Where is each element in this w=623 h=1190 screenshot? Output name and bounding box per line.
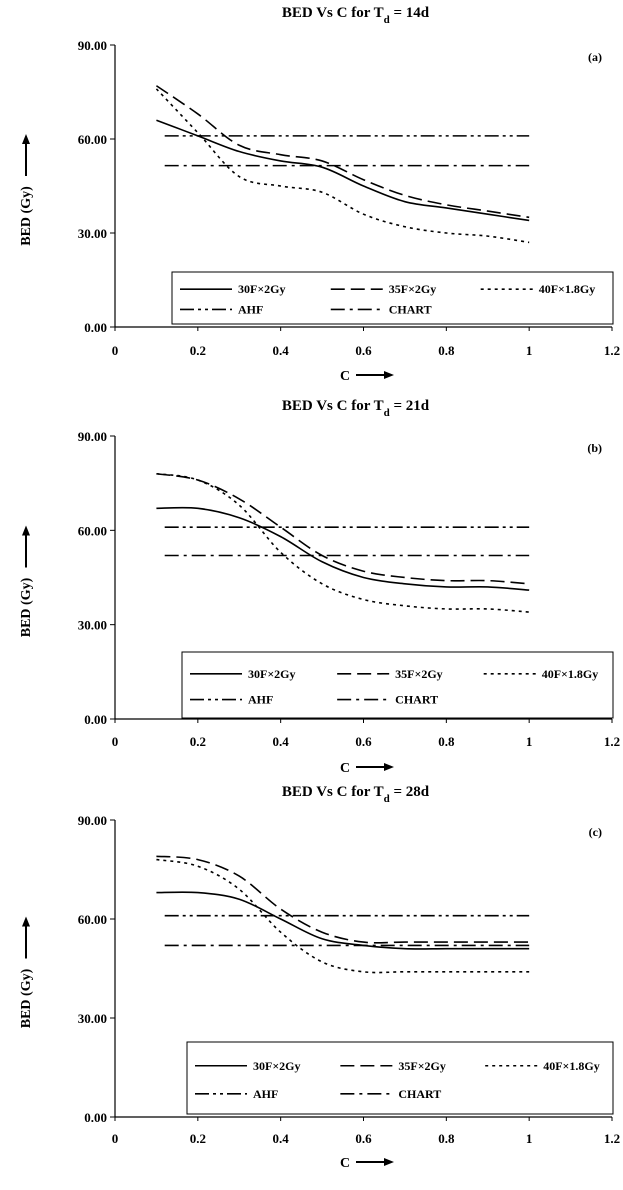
x-tick-label: 1.2 bbox=[604, 734, 620, 749]
legend-label: 40F×1.8Gy bbox=[543, 1059, 600, 1073]
y-axis-arrow-head bbox=[22, 916, 30, 927]
series-line-35f-2gy bbox=[156, 855, 530, 944]
x-tick-label: 0.2 bbox=[190, 1131, 206, 1146]
legend: 30F×2Gy 35F×2Gy 40F×1.8Gy AHF CHART bbox=[171, 271, 614, 325]
legend-label: 35F×2Gy bbox=[389, 282, 437, 296]
series-line-30f-2gy bbox=[156, 119, 530, 222]
chart-panel-3: BED Vs C for Td = 28d 0.00 30.00 60.00 90.00… bbox=[19, 784, 620, 1171]
legend-label: 40F×1.8Gy bbox=[539, 282, 596, 296]
y-tick-label: 60.00 bbox=[78, 912, 107, 927]
x-tick-label: 0.4 bbox=[273, 734, 290, 749]
chart-title: BED Vs C for Td = 28d bbox=[282, 784, 430, 805]
y-tick-label: 0.00 bbox=[84, 712, 107, 727]
chart-title: BED Vs C for Td = 14d bbox=[282, 5, 430, 26]
x-tick-label: 1.2 bbox=[604, 343, 620, 358]
y-tick-label: 30.00 bbox=[78, 1011, 107, 1026]
legend-label: 30F×2Gy bbox=[238, 282, 286, 296]
x-tick-label: 0 bbox=[112, 734, 119, 749]
y-axis-label: BED (Gy) bbox=[19, 577, 34, 637]
x-tick-label: 0.8 bbox=[438, 1131, 455, 1146]
chart-panel-1: BED Vs C for Td = 14d 0.00 30.00 60.00 90.00… bbox=[19, 5, 620, 384]
legend-box bbox=[181, 651, 614, 719]
chart-title-subscript: d bbox=[384, 14, 390, 26]
legend-label: CHART bbox=[389, 302, 432, 316]
legend-label: AHF bbox=[248, 693, 273, 707]
legend-label: AHF bbox=[253, 1087, 278, 1101]
y-axis-label: BED (Gy) bbox=[19, 968, 34, 1028]
legend-box bbox=[186, 1041, 614, 1115]
series-line-40f-1-8gy bbox=[156, 858, 530, 974]
y-tick-label: 90.00 bbox=[78, 38, 107, 53]
chart-title-main: BED Vs C for T bbox=[282, 5, 384, 21]
x-tick-label: 1 bbox=[526, 734, 533, 749]
chart-title-main: BED Vs C for T bbox=[282, 784, 384, 800]
legend-label: 40F×1.8Gy bbox=[542, 667, 599, 681]
x-tick-label: 0.4 bbox=[273, 343, 290, 358]
series-line-35f-2gy bbox=[155, 85, 530, 219]
x-axis-arrow-head bbox=[384, 763, 394, 771]
legend-label: CHART bbox=[398, 1087, 441, 1101]
chart-title-main: BED Vs C for T bbox=[282, 398, 384, 414]
chart-title-tail: = 28d bbox=[390, 784, 430, 800]
legend-label: 30F×2Gy bbox=[253, 1059, 301, 1073]
y-tick-label: 60.00 bbox=[78, 132, 107, 147]
x-tick-label: 0 bbox=[112, 1131, 119, 1146]
chart-panel-2: BED Vs C for Td = 21d 0.00 30.00 60.00 90.00… bbox=[19, 398, 620, 776]
x-tick-label: 0.8 bbox=[438, 343, 455, 358]
series-line-30f-2gy bbox=[156, 506, 530, 591]
y-tick-label: 0.00 bbox=[84, 1110, 107, 1125]
y-tick-label: 0.00 bbox=[84, 320, 107, 335]
chart-title-tail: = 21d bbox=[390, 398, 430, 414]
x-tick-label: 0.4 bbox=[273, 1131, 290, 1146]
y-tick-label: 60.00 bbox=[78, 523, 107, 538]
x-tick-label: 0.8 bbox=[438, 734, 455, 749]
x-tick-label: 1.2 bbox=[604, 1131, 620, 1146]
x-tick-label: 0.6 bbox=[355, 1131, 372, 1146]
x-tick-label: 0 bbox=[112, 343, 119, 358]
chart-title-subscript: d bbox=[384, 793, 390, 805]
x-tick-label: 1 bbox=[526, 1131, 533, 1146]
legend-label: 35F×2Gy bbox=[398, 1059, 446, 1073]
y-tick-label: 90.00 bbox=[78, 813, 107, 828]
series-line-40f-1-8gy bbox=[156, 472, 530, 613]
legend: 30F×2Gy 35F×2Gy 40F×1.8Gy AHF CHART bbox=[186, 1041, 614, 1115]
x-axis-arrow-head bbox=[384, 371, 394, 379]
legend: 30F×2Gy 35F×2Gy 40F×1.8Gy AHF CHART bbox=[181, 651, 614, 719]
legend-label: 30F×2Gy bbox=[248, 667, 296, 681]
x-tick-label: 0.6 bbox=[355, 734, 372, 749]
y-tick-label: 30.00 bbox=[78, 226, 107, 241]
y-axis-arrow-head bbox=[22, 134, 30, 144]
series-line-30f-2gy bbox=[156, 891, 530, 950]
series-line-40f-1-8gy bbox=[155, 88, 530, 244]
y-tick-label: 30.00 bbox=[78, 618, 107, 633]
legend-box bbox=[171, 271, 614, 325]
chart-title-subscript: d bbox=[384, 407, 390, 419]
y-axis-label: BED (Gy) bbox=[19, 186, 34, 246]
y-tick-label: 90.00 bbox=[78, 429, 107, 444]
legend-label: 35F×2Gy bbox=[395, 667, 443, 681]
x-axis-arrow-head bbox=[384, 1158, 394, 1166]
series-line-35f-2gy bbox=[156, 472, 530, 585]
x-tick-label: 0.2 bbox=[190, 343, 206, 358]
x-tick-label: 0.2 bbox=[190, 734, 206, 749]
legend-label: CHART bbox=[395, 693, 438, 707]
legend-label: AHF bbox=[238, 302, 263, 316]
panel-label: (b) bbox=[587, 441, 602, 455]
chart-title: BED Vs C for Td = 21d bbox=[282, 398, 430, 419]
y-axis-arrow-head bbox=[22, 525, 30, 536]
panel-label: (a) bbox=[588, 50, 602, 64]
x-axis-label: C bbox=[340, 1156, 350, 1171]
x-tick-label: 0.6 bbox=[355, 343, 372, 358]
panel-label: (c) bbox=[589, 825, 602, 839]
x-axis-label: C bbox=[340, 761, 350, 776]
x-axis-label: C bbox=[340, 369, 350, 384]
x-tick-label: 1 bbox=[526, 343, 533, 358]
chart-title-tail: = 14d bbox=[390, 5, 430, 21]
